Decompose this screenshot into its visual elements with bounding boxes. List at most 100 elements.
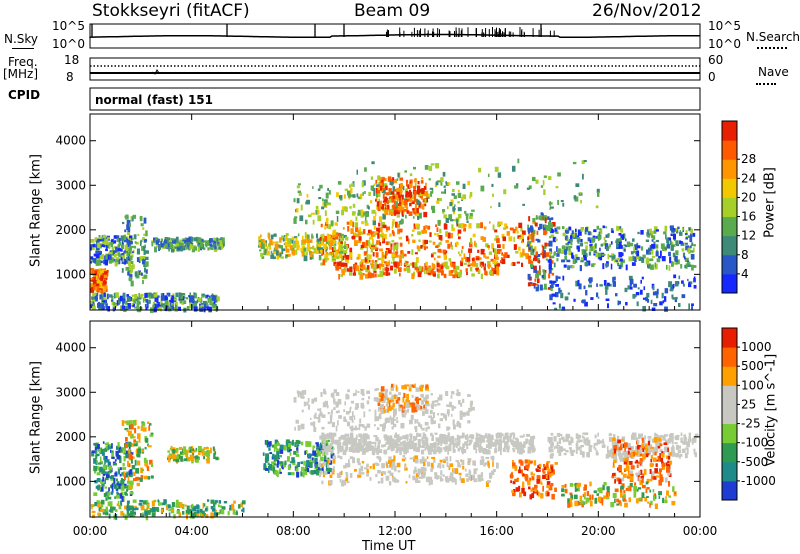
range-cell [342,449,347,456]
range-cell [693,244,696,247]
range-cell [647,436,652,439]
range-cell [133,245,137,249]
range-cell [654,244,659,249]
range-cell [345,473,349,478]
range-cell [447,432,450,437]
range-cell [380,181,384,187]
range-cell [597,192,600,197]
range-cell [607,245,611,249]
range-cell [328,244,332,250]
range-cell [414,425,418,430]
range-cell [521,488,525,494]
range-cell [191,295,195,300]
range-cell [538,491,540,497]
range-cell [427,449,430,453]
range-cell [320,241,324,246]
range-cell [663,448,667,451]
range-cell [273,463,277,466]
range-cell [335,264,339,271]
range-cell [395,201,398,208]
range-cell [570,233,575,237]
range-cell [127,507,131,511]
range-cell [376,264,380,269]
range-cell [196,237,200,243]
range-cell [522,449,525,453]
range-cell [363,440,366,447]
range-cell [276,470,279,476]
range-cell [492,259,496,265]
range-cell [303,247,307,252]
range-cell [364,220,368,223]
range-cell [341,268,346,274]
range-cell [341,255,344,262]
range-cell [127,271,130,276]
range-cell [580,200,582,204]
range-cell [361,181,364,188]
range-cell [614,259,619,262]
range-cell [451,477,455,483]
range-cell [412,229,415,232]
range-cell [408,264,411,268]
range-cell [634,294,637,298]
range-cell [588,251,592,256]
range-cell [479,459,483,466]
range-cell [374,231,378,234]
range-cell [632,293,636,299]
range-cell [96,453,100,457]
range-cell [376,184,380,187]
range-cell [500,441,503,445]
range-cell [405,188,408,191]
range-cell [450,439,454,445]
range-cell [510,473,513,479]
range-cell [682,227,684,231]
range-cell [358,433,362,438]
range-cell [513,432,516,437]
range-cell [582,432,586,435]
range-cell [287,238,291,243]
range-cell [135,476,139,481]
range-cell [187,450,190,453]
range-cell [329,448,333,453]
range-cell [455,438,457,442]
range-cell [649,258,654,262]
range-cell [377,241,380,245]
range-cell [414,383,416,389]
range-cell [641,259,645,263]
range-cell [554,487,557,492]
range-cell [120,448,123,453]
range-cell [379,264,382,270]
range-cell [319,459,321,463]
range-cell [330,393,334,398]
range-cell [371,234,375,237]
range-cell [597,234,602,240]
range-cell [101,303,105,309]
range-cell [393,468,397,471]
nsky-legend-line [12,48,34,49]
range-cell [516,230,519,234]
range-cell [679,230,682,234]
range-cell [108,513,111,519]
range-cell [489,473,492,479]
range-cell [190,236,194,242]
range-cell [119,457,122,464]
range-cell [172,303,175,306]
range-cell [376,201,381,207]
range-cell [351,183,354,187]
range-cell [396,447,400,451]
range-cell [409,173,413,177]
range-cell [357,209,361,216]
range-cell [425,384,429,389]
range-cell [269,239,273,242]
range-cell [357,229,361,236]
range-cell [385,251,388,256]
range-cell [323,258,328,263]
range-cell [385,241,389,245]
range-cell [335,410,338,414]
range-cell [315,250,319,254]
range-cell [379,242,382,246]
range-cell [203,306,206,313]
range-cell [302,471,305,478]
range-cell [543,246,546,250]
range-cell [263,463,267,466]
range-cell [431,253,434,256]
